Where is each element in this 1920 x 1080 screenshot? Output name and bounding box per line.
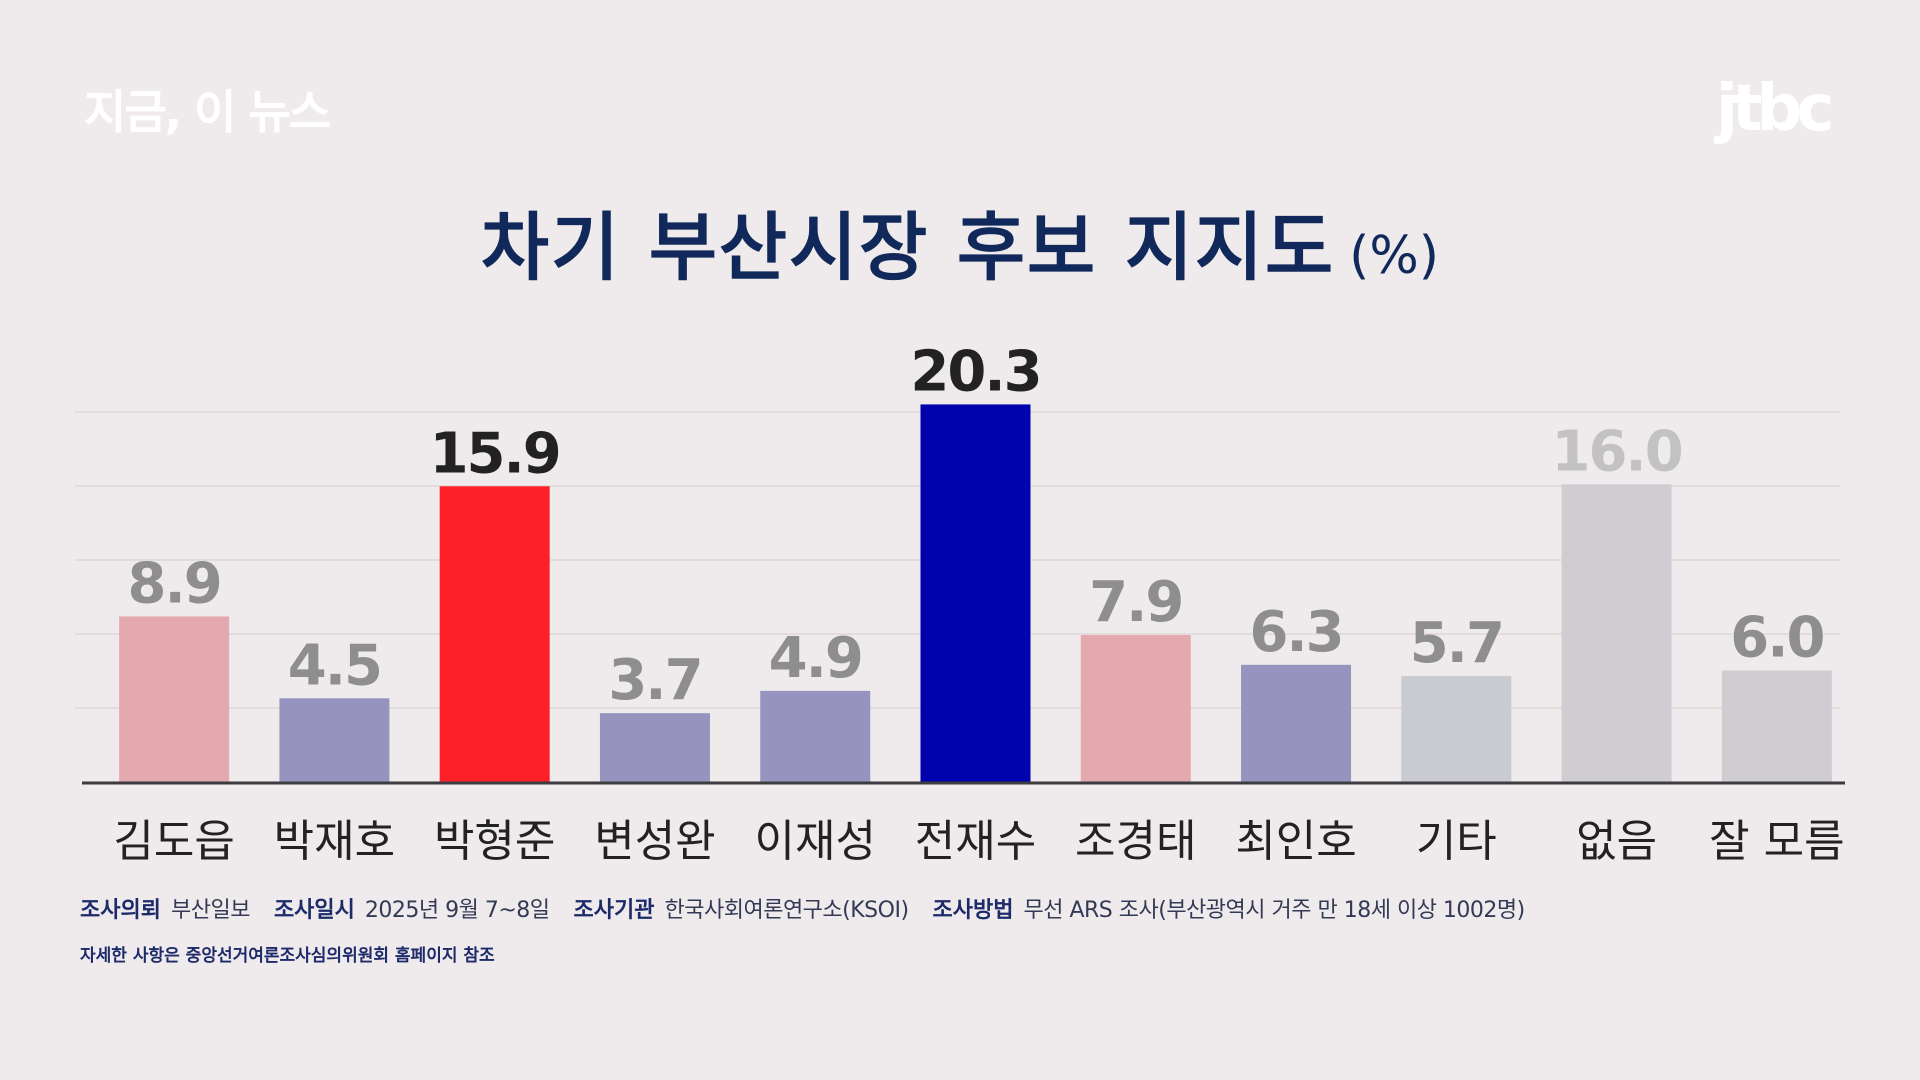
survey-value-4: 무선 ARS 조사(부산광역시 거주 만 18세 이상 1002명) — [1023, 898, 1526, 923]
survey-key-3: 조사기관 — [573, 898, 655, 923]
category-labels: 김도읍 박재호 박형준 변성완 이재성 전재수 조경태 최인호 기타 없음 잘 모름 — [113, 816, 1844, 867]
survey-key-1: 조사의뢰 — [80, 898, 161, 923]
value-label: 7.9 — [1089, 570, 1182, 635]
value-labels: 8.9 4.5 15.9 3.7 4.9 20.3 7.9 6.3 5.7 16.0 6.0 — [128, 339, 1826, 713]
category-label: 최인호 — [1235, 816, 1356, 867]
bar-잘 모름 — [1721, 670, 1832, 782]
jtbc-logo: jtbc — [1716, 72, 1834, 146]
bar-박재호 — [279, 698, 390, 782]
bar-전재수 — [920, 404, 1031, 782]
value-label: 8.9 — [128, 551, 221, 616]
chart-title-row: 차기 부산시장 후보 지지도 (%) — [0, 188, 1920, 295]
bar-박형준 — [439, 486, 550, 782]
category-label: 전재수 — [915, 816, 1036, 867]
survey-info: 조사의뢰 부산일보 조사일시 2025년 9월 7~8일 조사기관 한국사회여론연구소(K… — [80, 892, 1549, 924]
category-label: 박재호 — [274, 816, 395, 867]
category-label: 김도읍 — [113, 816, 234, 867]
category-label: 변성완 — [594, 816, 715, 867]
value-label: 16.0 — [1552, 419, 1682, 484]
value-label: 4.5 — [288, 633, 381, 698]
bar-기타 — [1401, 675, 1512, 782]
bar-없음 — [1561, 484, 1672, 782]
survey-key-2: 조사일시 — [273, 898, 355, 923]
category-label: 박형준 — [434, 816, 555, 867]
program-brand: 지금, 이 뉴스 — [84, 85, 331, 139]
bars — [119, 404, 1832, 782]
bar-이재성 — [760, 690, 871, 782]
survey-value-3: 한국사회여론연구소(KSOI) — [664, 898, 910, 923]
chart-title: 차기 부산시장 후보 지지도 — [480, 205, 1336, 291]
category-label: 기타 — [1416, 816, 1497, 867]
value-label: 5.7 — [1410, 611, 1503, 676]
survey-note: 자세한 사항은 중앙선거여론조사심의위원회 홈페이지 참조 — [80, 946, 495, 966]
value-label: 3.7 — [608, 648, 701, 713]
survey-value-2: 2025년 9월 7~8일 — [364, 898, 550, 923]
bar-조경태 — [1080, 635, 1191, 782]
value-label: 6.0 — [1730, 605, 1823, 670]
category-label: 잘 모름 — [1709, 816, 1844, 867]
survey-key-4: 조사방법 — [932, 898, 1014, 923]
value-label: 4.9 — [769, 626, 862, 691]
value-label: 6.3 — [1249, 600, 1342, 665]
category-label: 없음 — [1576, 816, 1657, 867]
value-label: 20.3 — [910, 339, 1040, 404]
category-label: 조경태 — [1075, 816, 1196, 867]
survey-value-1: 부산일보 — [170, 898, 250, 923]
bar-최인호 — [1241, 664, 1352, 782]
chart-unit: (%) — [1349, 226, 1440, 286]
bar-김도읍 — [119, 616, 230, 782]
value-label: 15.9 — [430, 421, 560, 486]
bar-변성완 — [599, 713, 710, 782]
category-label: 이재성 — [755, 816, 876, 867]
